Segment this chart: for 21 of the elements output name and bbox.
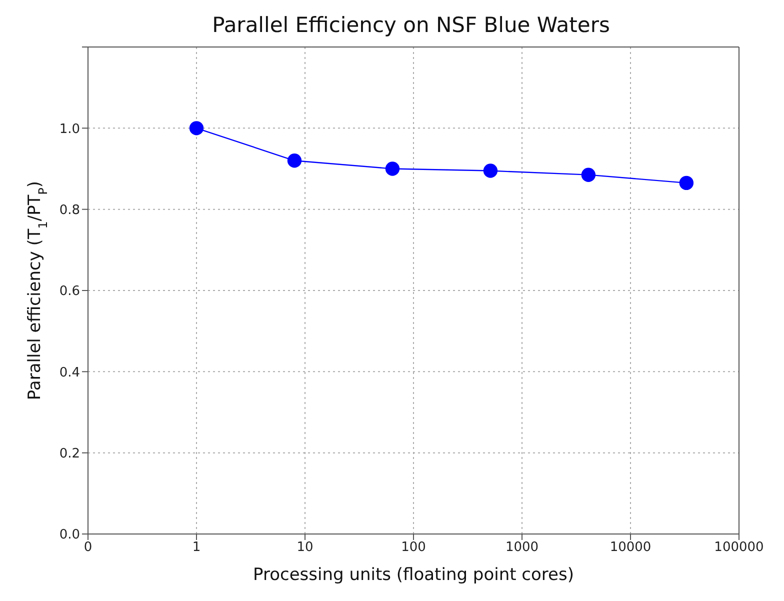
x-axis-title: Processing units (floating point cores) [253,565,574,585]
y-tick-label: 0.8 [59,202,80,218]
point [385,162,400,176]
x-tick-label: 1 [192,540,201,556]
point [581,168,596,182]
x-tick-label: 100 [401,540,426,556]
point [189,121,204,136]
y-tick-label: 0.6 [59,284,80,300]
point [483,164,498,178]
y-tick-label: 1.0 [59,122,80,137]
point [287,154,302,168]
x-tick-label: 10 [296,540,314,556]
y-tick-label: 0.0 [59,528,80,543]
x-tick-label: 0 [84,540,92,556]
x-tick-label: 100000 [714,540,764,556]
x-tick-label: 10000 [610,540,652,556]
x-tick-label: 1000 [505,540,539,556]
chart-title: Parallel Efficiency on NSF Blue Waters [211,12,611,39]
y-tick-label: 0.2 [59,446,80,462]
y-tick-label: 0.4 [59,365,80,380]
point [679,176,694,190]
